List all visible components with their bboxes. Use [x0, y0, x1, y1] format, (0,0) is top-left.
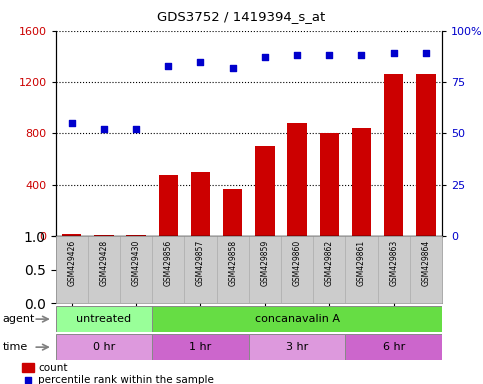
Text: GSM429863: GSM429863 [389, 240, 398, 286]
Bar [152, 306, 442, 332]
Text: GSM429861: GSM429861 [357, 240, 366, 286]
Bar [56, 306, 152, 332]
Text: agent: agent [2, 314, 35, 324]
Text: count: count [38, 362, 68, 372]
Text: GSM429859: GSM429859 [260, 240, 270, 286]
Text: 6 hr: 6 hr [383, 342, 405, 352]
Bar [158, 174, 178, 236]
Bar [249, 334, 345, 360]
Bar [56, 334, 152, 360]
Point [261, 55, 269, 61]
Point [132, 126, 140, 132]
Point [24, 376, 31, 382]
Bar [255, 146, 274, 236]
Point [68, 120, 75, 126]
Bar [345, 334, 442, 360]
Bar [62, 233, 81, 236]
Point [390, 50, 398, 56]
Point [197, 58, 204, 65]
Bar [223, 189, 242, 236]
Text: GSM429857: GSM429857 [196, 240, 205, 286]
Text: GSM429426: GSM429426 [67, 240, 76, 286]
Bar [416, 74, 436, 236]
Text: time: time [2, 342, 28, 352]
Bar [22, 363, 34, 372]
Bar [287, 123, 307, 236]
Bar [94, 235, 114, 236]
Point [357, 52, 365, 58]
Text: concanavalin A: concanavalin A [255, 314, 340, 324]
Point [422, 50, 430, 56]
Point [229, 65, 237, 71]
Bar [352, 128, 371, 236]
Text: percentile rank within the sample: percentile rank within the sample [38, 374, 214, 384]
Bar [320, 134, 339, 236]
Text: 3 hr: 3 hr [286, 342, 308, 352]
Text: GSM429856: GSM429856 [164, 240, 173, 286]
Point [326, 52, 333, 58]
Text: GSM429860: GSM429860 [293, 240, 301, 286]
Text: GSM429428: GSM429428 [99, 240, 108, 286]
Bar [152, 334, 249, 360]
Text: 0 hr: 0 hr [93, 342, 115, 352]
Text: GDS3752 / 1419394_s_at: GDS3752 / 1419394_s_at [157, 10, 326, 23]
Text: GSM429864: GSM429864 [421, 240, 430, 286]
Point [164, 63, 172, 69]
Text: GSM429862: GSM429862 [325, 240, 334, 286]
Text: GSM429430: GSM429430 [131, 240, 141, 286]
Bar [191, 172, 210, 236]
Point [293, 52, 301, 58]
Bar [127, 235, 146, 236]
Text: untreated: untreated [76, 314, 131, 324]
Bar [384, 74, 403, 236]
Text: 1 hr: 1 hr [189, 342, 212, 352]
Point [100, 126, 108, 132]
Text: GSM429858: GSM429858 [228, 240, 237, 286]
